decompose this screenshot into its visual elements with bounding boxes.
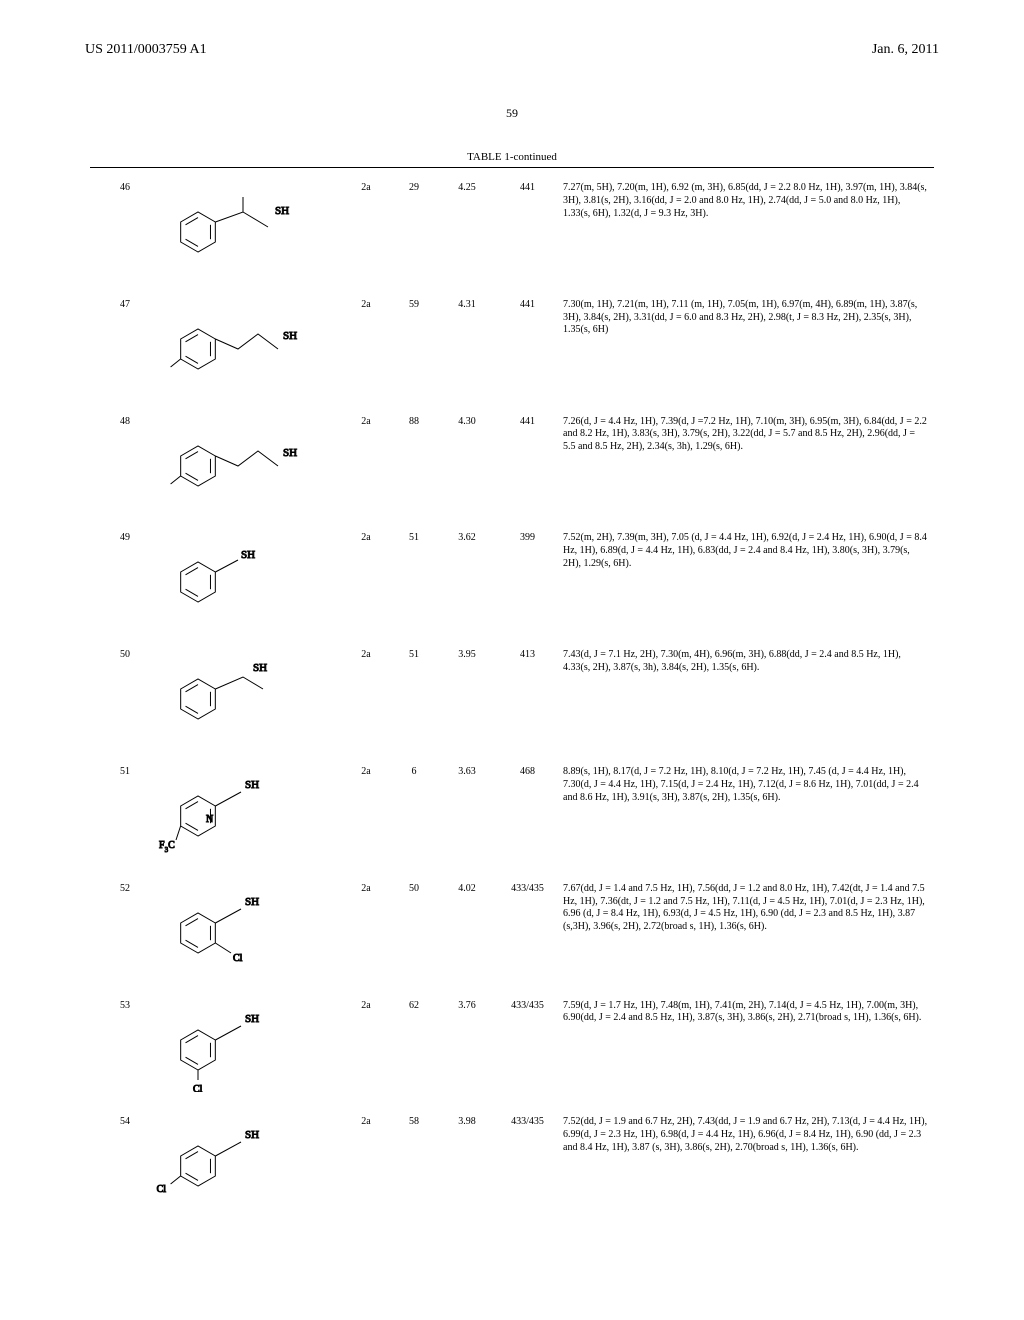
compound-number: 47: [90, 289, 134, 406]
mass-mh: 441: [496, 289, 559, 406]
compound-number: 54: [90, 1106, 134, 1223]
mass-mh: 433/435: [496, 873, 559, 990]
table-row: 52 SH Cl 2a504.02433/4357.67(dd, J = 1.4 …: [90, 873, 934, 990]
svg-text:SH: SH: [275, 205, 289, 217]
compound-number: 51: [90, 756, 134, 873]
yield: 58: [390, 1106, 438, 1223]
nmr-data: 8.89(s, 1H), 8.17(d, J = 7.2 Hz, 1H), 8.…: [559, 756, 934, 873]
mass-mh: 433/435: [496, 1106, 559, 1223]
retention-time: 3.76: [438, 990, 496, 1107]
svg-text:SH: SH: [245, 1129, 259, 1141]
svg-text:F3C: F3C: [159, 840, 175, 854]
structure-cell: SH N F3C: [134, 756, 342, 873]
svg-text:SH: SH: [253, 662, 267, 674]
procedure: 2a: [342, 172, 390, 289]
procedure: 2a: [342, 990, 390, 1107]
structure-cell: SH: [134, 522, 342, 639]
procedure: 2a: [342, 406, 390, 523]
yield: 29: [390, 172, 438, 289]
nmr-data: 7.43(d, J = 7.1 Hz, 2H), 7.30(m, 4H), 6.…: [559, 639, 934, 756]
yield: 51: [390, 639, 438, 756]
retention-time: 4.30: [438, 406, 496, 523]
mass-mh: 441: [496, 406, 559, 523]
svg-text:SH: SH: [245, 779, 259, 791]
mass-mh: 468: [496, 756, 559, 873]
svg-text:Cl: Cl: [157, 1184, 167, 1195]
nmr-data: 7.59(d, J = 1.7 Hz, 1H), 7.48(m, 1H), 7.…: [559, 990, 934, 1107]
table-title: TABLE 1-continued: [0, 151, 1024, 163]
nmr-data: 7.27(m, 5H), 7.20(m, 1H), 6.92 (m, 3H), …: [559, 172, 934, 289]
table-row: 50 SH 2a513.954137.43(d, J = 7.1 Hz, 2H)…: [90, 639, 934, 756]
svg-text:SH: SH: [241, 549, 255, 561]
table-rule-top: [90, 167, 934, 168]
yield: 88: [390, 406, 438, 523]
retention-time: 4.02: [438, 873, 496, 990]
yield: 62: [390, 990, 438, 1107]
yield: 51: [390, 522, 438, 639]
structure-cell: SH Cl: [134, 1106, 342, 1223]
procedure: 2a: [342, 289, 390, 406]
svg-text:SH: SH: [245, 1013, 259, 1025]
table-row: 49 SH 2a513.623997.52(m, 2H), 7.39(m, 3H…: [90, 522, 934, 639]
structure-cell: SH Cl: [134, 990, 342, 1107]
nmr-data: 7.30(m, 1H), 7.21(m, 1H), 7.11 (m, 1H), …: [559, 289, 934, 406]
mass-mh: 413: [496, 639, 559, 756]
svg-text:N: N: [206, 814, 213, 825]
table-row: 47 SH 2a594.314417.30(m, 1H), 7.21(m, 1H…: [90, 289, 934, 406]
structure-cell: SH: [134, 639, 342, 756]
mass-mh: 433/435: [496, 990, 559, 1107]
svg-text:Cl: Cl: [233, 953, 243, 964]
retention-time: 4.25: [438, 172, 496, 289]
table-row: 53 SH Cl 2a623.76433/4357.59(d, J = 1.7 H…: [90, 990, 934, 1107]
procedure: 2a: [342, 1106, 390, 1223]
publication-date: Jan. 6, 2011: [872, 42, 939, 58]
structure-cell: SH Cl: [134, 873, 342, 990]
procedure: 2a: [342, 522, 390, 639]
structure-cell: SH: [134, 406, 342, 523]
table-row: 51 SH N F3C 2a63.634688.89(s, 1H), 8.17(d,…: [90, 756, 934, 873]
procedure: 2a: [342, 639, 390, 756]
svg-text:SH: SH: [245, 896, 259, 908]
mass-mh: 441: [496, 172, 559, 289]
yield: 50: [390, 873, 438, 990]
nmr-data: 7.67(dd, J = 1.4 and 7.5 Hz, 1H), 7.56(d…: [559, 873, 934, 990]
svg-text:Cl: Cl: [193, 1084, 203, 1092]
mass-mh: 399: [496, 522, 559, 639]
page-header: US 2011/0003759 A1 Jan. 6, 2011: [0, 0, 1024, 64]
svg-text:SH: SH: [283, 330, 297, 342]
table-row: 46 SH 2a294.254417.27(m, 5H), 7.20(m, 1H…: [90, 172, 934, 289]
svg-text:SH: SH: [283, 447, 297, 459]
nmr-data: 7.52(dd, J = 1.9 and 6.7 Hz, 2H), 7.43(d…: [559, 1106, 934, 1223]
retention-time: 3.98: [438, 1106, 496, 1223]
procedure: 2a: [342, 756, 390, 873]
patent-number: US 2011/0003759 A1: [85, 42, 207, 58]
retention-time: 4.31: [438, 289, 496, 406]
structure-cell: SH: [134, 172, 342, 289]
yield: 59: [390, 289, 438, 406]
compound-table: 46 SH 2a294.254417.27(m, 5H), 7.20(m, 1H…: [90, 172, 934, 1223]
compound-number: 50: [90, 639, 134, 756]
compound-number: 53: [90, 990, 134, 1107]
compound-number: 52: [90, 873, 134, 990]
retention-time: 3.95: [438, 639, 496, 756]
yield: 6: [390, 756, 438, 873]
table-row: 48 SH 2a884.304417.26(d, J = 4.4 Hz, 1H)…: [90, 406, 934, 523]
compound-number: 48: [90, 406, 134, 523]
page-number: 59: [0, 106, 1024, 121]
table-row: 54 SH Cl 2a583.98433/4357.52(dd, J = 1.9 …: [90, 1106, 934, 1223]
procedure: 2a: [342, 873, 390, 990]
nmr-data: 7.52(m, 2H), 7.39(m, 3H), 7.05 (d, J = 4…: [559, 522, 934, 639]
structure-cell: SH: [134, 289, 342, 406]
nmr-data: 7.26(d, J = 4.4 Hz, 1H), 7.39(d, J =7.2 …: [559, 406, 934, 523]
retention-time: 3.62: [438, 522, 496, 639]
compound-number: 46: [90, 172, 134, 289]
retention-time: 3.63: [438, 756, 496, 873]
compound-number: 49: [90, 522, 134, 639]
